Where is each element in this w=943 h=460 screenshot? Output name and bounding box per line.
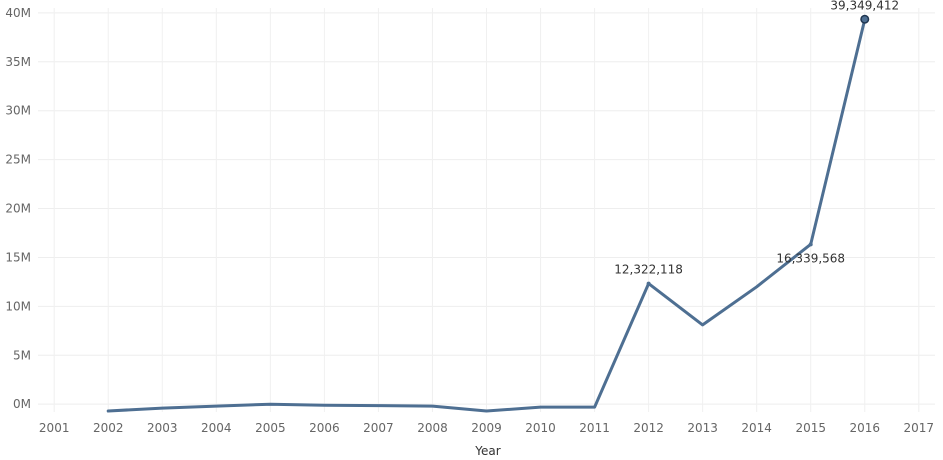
x-axis-ticks: 2001 2002 2003 2004 2005 2006 2007 2008 2009 2010… [39,421,934,435]
y-tick-label: 10M [5,299,31,313]
x-axis-title: Year [474,444,500,458]
x-tick-label: 2006 [309,421,340,435]
x-tick-label: 2001 [39,421,70,435]
data-labels: 12,322,118 16,339,568 39,349,412 [614,0,899,286]
x-tick-label: 2012 [633,421,664,435]
y-tick-label: 5M [13,348,31,362]
x-tick-label: 2005 [255,421,286,435]
series-line-layer [106,17,867,413]
data-point-dot [808,242,813,247]
x-tick-label: 2008 [417,421,448,435]
data-label: 39,349,412 [830,0,899,12]
x-tick-label: 2009 [471,421,502,435]
y-tick-label: 30M [5,104,31,118]
y-tick-label: 25M [5,153,31,167]
x-tick-label: 2004 [201,421,232,435]
y-tick-label: 0M [13,397,31,411]
x-tick-label: 2003 [147,421,178,435]
y-axis-ticks: 0M 5M 10M 15M 20M 25M 30M 35M 40M [5,6,31,411]
x-tick-label: 2010 [525,421,556,435]
x-tick-label: 2013 [687,421,718,435]
data-point-dot [646,281,651,286]
x-tick-label: 2014 [741,421,772,435]
y-tick-label: 20M [5,202,31,216]
y-tick-label: 15M [5,250,31,264]
x-tick-label: 2011 [579,421,610,435]
y-tick-label: 35M [5,55,31,69]
x-tick-label: 2016 [849,421,880,435]
x-tick-label: 2015 [795,421,826,435]
series-line [106,17,867,413]
data-point-marker-inner [861,16,868,23]
data-label: 16,339,568 [776,251,845,265]
grid-lines [38,8,935,412]
x-tick-label: 2017 [904,421,935,435]
x-tick-label: 2007 [363,421,394,435]
data-label: 12,322,118 [614,263,683,277]
y-tick-label: 40M [5,6,31,20]
x-tick-label: 2002 [93,421,124,435]
